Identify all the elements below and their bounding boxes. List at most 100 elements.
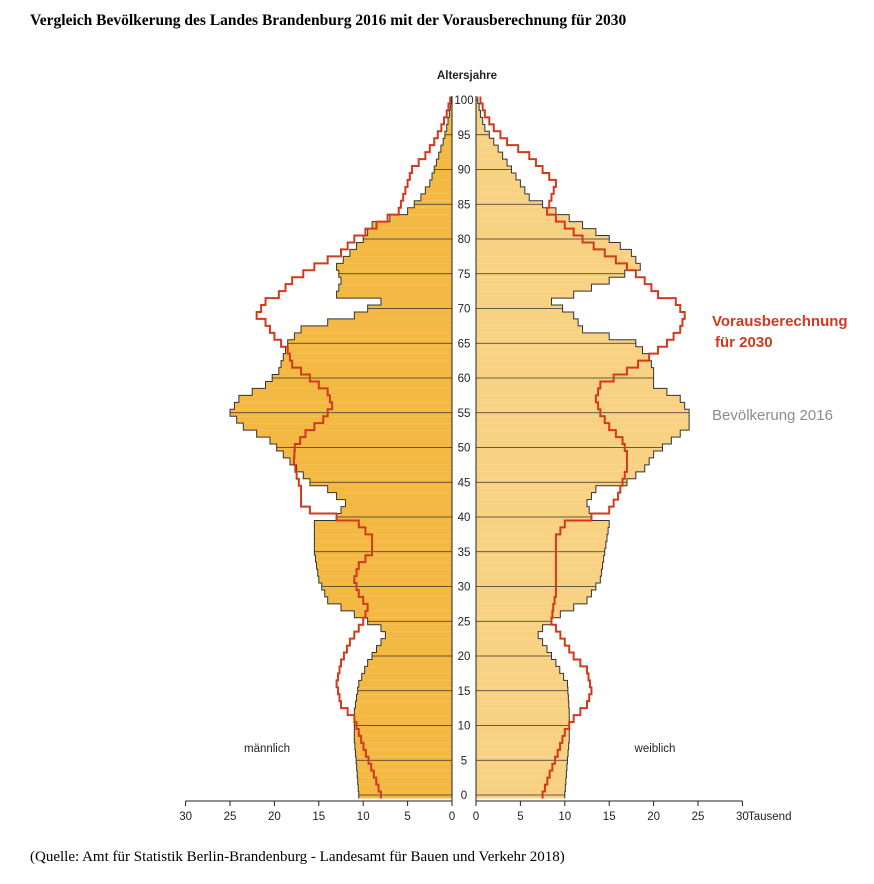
female-bar-age-68 (476, 318, 579, 326)
female-bar-age-49 (476, 450, 654, 458)
age-label-35: 35 (458, 547, 471, 559)
female-bar-age-43 (476, 492, 592, 500)
male-bar-age-57 (238, 395, 452, 403)
age-gridlines (230, 99, 690, 796)
legend-forecast-line1: Vorausberechnung (712, 313, 848, 330)
age-label-30: 30 (458, 582, 471, 594)
male-bar-age-94 (443, 138, 452, 146)
male-xtick-label-25: 25 (224, 811, 237, 823)
female-xtick-label-0: 0 (473, 811, 479, 823)
age-label-100: 100 (454, 95, 473, 107)
male-bar-age-49 (283, 450, 452, 458)
female-bar-age-42 (476, 499, 587, 507)
male-bar-age-34 (315, 555, 452, 563)
male-bar-age-67 (301, 325, 452, 333)
female-bar-age-72 (476, 291, 574, 299)
female-bar-age-28 (476, 596, 587, 604)
female-bar-age-51 (476, 437, 672, 445)
male-bar-age-61 (278, 367, 452, 375)
female-bar-age-34 (476, 555, 604, 563)
age-label-60: 60 (458, 373, 471, 385)
male-bar-age-93 (440, 145, 452, 153)
male-bar-age-79 (356, 242, 452, 250)
age-axis-label: Altersjahre (437, 70, 497, 82)
female-bar-age-89 (476, 172, 516, 180)
male-bar-age-52 (256, 430, 452, 438)
male-bar-age-92 (438, 152, 452, 160)
female-bar-age-83 (476, 214, 570, 222)
female-bar-age-6 (476, 749, 569, 757)
male-bar-age-81 (367, 228, 452, 236)
male-bar-age-12 (354, 708, 452, 716)
age-label-70: 70 (458, 304, 471, 316)
female-bar-age-47 (476, 464, 645, 472)
male-bar-age-37 (314, 534, 452, 542)
legend-base-2016: Bevölkerung 2016 (712, 407, 833, 424)
female-bar-age-53 (476, 423, 690, 431)
male-bar-age-58 (252, 388, 452, 396)
female-bar-age-29 (476, 589, 592, 597)
female-bar-age-12 (476, 708, 570, 716)
female-bar-age-46 (476, 471, 636, 479)
female-bar-age-38 (476, 527, 609, 535)
male-bar-age-43 (336, 492, 452, 500)
male-bar-age-64 (285, 346, 452, 354)
female-bar-age-9 (476, 728, 570, 736)
age-label-95: 95 (458, 130, 471, 142)
source-note: (Quelle: Amt für Statistik Berlin-Brande… (30, 849, 565, 865)
female-bar-age-16 (476, 680, 568, 688)
male-bar-age-27 (341, 603, 452, 611)
female-bar-age-57 (476, 395, 681, 403)
male-bar-age-28 (327, 596, 452, 604)
male-bar-age-42 (345, 499, 452, 507)
male-xtick-label-0: 0 (449, 811, 455, 823)
male-bar-age-76 (336, 263, 452, 271)
male-bar-age-63 (283, 353, 452, 361)
male-2030-forecast-line (255, 96, 452, 799)
male-bar-age-29 (324, 589, 452, 597)
male-bar-age-99 (450, 103, 452, 111)
male-bar-age-17 (361, 673, 452, 681)
male-bar-age-1 (358, 784, 452, 792)
male-xtick-label-5: 5 (404, 811, 410, 823)
female-bar-age-93 (476, 145, 499, 153)
male-bar-age-32 (317, 569, 452, 577)
male-bar-age-33 (316, 562, 452, 570)
male-bar-age-11 (354, 715, 452, 723)
female-bar-age-33 (476, 562, 603, 570)
age-label-55: 55 (458, 408, 471, 420)
female-bar-age-18 (476, 666, 560, 674)
female-bar-age-13 (476, 701, 569, 709)
female-bar-age-77 (476, 256, 636, 264)
male-bar-age-8 (354, 735, 452, 743)
male-bar-age-53 (243, 423, 452, 431)
female-bar-age-37 (476, 534, 607, 542)
male-bar-age-89 (432, 172, 452, 180)
male-xtick-label-20: 20 (268, 811, 281, 823)
male-bar-age-14 (356, 694, 452, 702)
age-tick-labels: 0 5 10 15 20 25 30 35 40 45 50 55 60 65 70 75 80 85 90 95 10… (454, 95, 473, 802)
age-label-25: 25 (458, 616, 471, 628)
female-bar-age-27 (476, 603, 574, 611)
female-bar-age-62 (476, 360, 652, 368)
female-bar-age-69 (476, 311, 574, 319)
female-bar-age-78 (476, 249, 632, 257)
male-bar-age-96 (446, 124, 452, 132)
male-bar-age-84 (407, 207, 452, 215)
female-bar-age-81 (476, 228, 596, 236)
male-bar-age-18 (364, 666, 452, 674)
female-bar-age-91 (476, 159, 508, 167)
female-bar-age-48 (476, 457, 650, 465)
male-bar-age-19 (367, 659, 452, 667)
age-label-65: 65 (458, 338, 471, 350)
male-bar-age-71 (380, 298, 452, 306)
female-bar-age-7 (476, 742, 569, 750)
male-bar-age-31 (318, 576, 452, 584)
female-bar-age-96 (476, 124, 485, 132)
male-bar-age-86 (420, 193, 452, 201)
female-bar-age-73 (476, 284, 592, 292)
male-bar-age-77 (343, 256, 452, 264)
male-bar-age-88 (429, 179, 452, 187)
female-bar-age-14 (476, 694, 569, 702)
male-bar-age-3 (357, 770, 452, 778)
